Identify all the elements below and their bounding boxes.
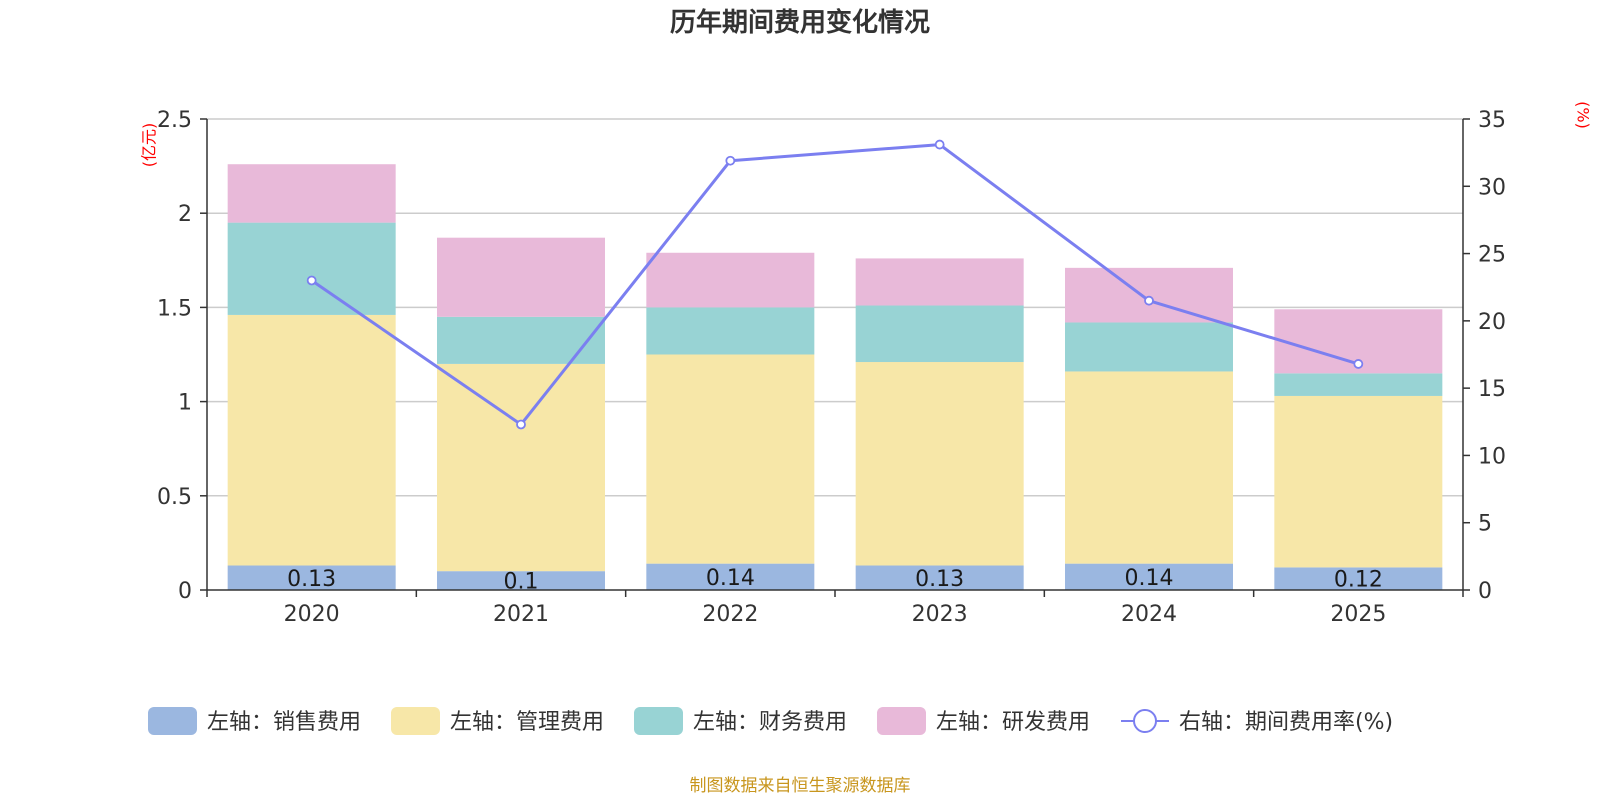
bar-2022-series-0[interactable] [646, 563, 815, 590]
legend-swatch [391, 707, 440, 735]
legend-item-3[interactable]: 左轴：研发费用 [877, 707, 1090, 735]
bar-2020-series-2[interactable] [227, 222, 396, 315]
left-tick-label: 1 [178, 391, 192, 416]
bar-2024-series-2[interactable] [1065, 322, 1233, 372]
right-tick-label: 10 [1478, 444, 1506, 469]
legend-label: 左轴：研发费用 [936, 710, 1090, 735]
right-tick-label: 20 [1478, 310, 1506, 335]
legend-marker-icon [1133, 709, 1157, 733]
data-source-note: 制图数据来自恒生聚源数据库 [690, 776, 911, 796]
left-tick-label: 0 [178, 579, 192, 604]
expense-rate-line [310, 143, 1359, 426]
right-tick-label: 0 [1478, 579, 1492, 604]
bar-2024-series-0[interactable] [1065, 563, 1233, 590]
x-tick-label-2020: 2020 [284, 602, 340, 627]
bar-2022-series-3[interactable] [646, 252, 815, 308]
x-tick-label-2024: 2024 [1121, 602, 1177, 627]
bar-2022-series-1[interactable] [646, 354, 815, 564]
bar-2021-series-2[interactable] [437, 316, 605, 364]
bar-2021-series-1[interactable] [437, 363, 605, 572]
bar-2025-series-0[interactable] [1274, 567, 1443, 590]
bar-2021-series-3[interactable] [437, 237, 605, 317]
bar-2023-series-1[interactable] [855, 362, 1024, 566]
right-tick-label: 5 [1478, 512, 1492, 537]
x-tick-label-2022: 2022 [702, 602, 758, 627]
bar-2025-series-1[interactable] [1274, 395, 1443, 568]
bar-series: 0.13 0.1 0.14 0.13 0.14 0.12 [227, 164, 1443, 595]
data-label-2020: 0.13 [287, 567, 336, 592]
bar-2025-series-2[interactable] [1274, 373, 1443, 396]
legend-item-4[interactable]: 右轴：期间费用率(%) [1121, 709, 1393, 735]
left-tick-label: 0.5 [157, 485, 192, 510]
expense-rate-point-2021[interactable] [516, 419, 526, 430]
bar-2020-series-3[interactable] [227, 164, 396, 223]
x-tick-label-2023: 2023 [912, 602, 968, 627]
data-label-2021: 0.1 [504, 570, 539, 595]
expense-rate-point-2022[interactable] [725, 155, 736, 166]
bar-2021-series-0[interactable] [437, 571, 605, 590]
expense-rate-point-2023[interactable] [934, 139, 945, 150]
data-label-2023: 0.13 [915, 567, 964, 592]
data-label-2022: 0.14 [706, 566, 755, 591]
expense-rate-point-2025[interactable] [1353, 359, 1364, 369]
legend-item-0[interactable]: 左轴：销售费用 [148, 707, 361, 735]
expense-rate-point-2020[interactable] [306, 275, 317, 286]
bar-2023-series-3[interactable] [855, 258, 1024, 306]
right-axis-unit: (%) [1574, 101, 1593, 129]
right-tick-label: 25 [1478, 243, 1506, 268]
right-tick-label: 35 [1478, 108, 1506, 133]
legend-swatch [148, 707, 197, 735]
bar-2020-series-0[interactable] [227, 565, 396, 590]
legend-item-2[interactable]: 左轴：财务费用 [634, 707, 847, 735]
x-tick-label-2021: 2021 [493, 602, 549, 627]
legend-label: 左轴：管理费用 [450, 710, 604, 735]
legend-label: 左轴：财务费用 [693, 710, 847, 735]
data-label-2024: 0.14 [1125, 566, 1174, 591]
right-tick-label: 15 [1478, 377, 1506, 402]
bar-2020-series-1[interactable] [227, 314, 396, 566]
left-tick-label: 1.5 [157, 296, 192, 321]
legend-item-1[interactable]: 左轴：管理费用 [391, 707, 604, 735]
legend-swatch [634, 707, 683, 735]
left-tick-label: 2.5 [157, 108, 192, 133]
right-tick-label: 30 [1478, 175, 1506, 200]
legend-swatch [877, 707, 926, 735]
legend-label: 右轴：期间费用率(%) [1179, 710, 1393, 735]
bar-2022-series-2[interactable] [646, 307, 815, 355]
expense-rate-point-2024[interactable] [1144, 295, 1154, 306]
left-tick-label: 2 [178, 202, 192, 227]
chart-title: 历年期间费用变化情况 [670, 7, 930, 38]
data-label-2025: 0.12 [1334, 568, 1383, 593]
line-series [306, 139, 1364, 430]
gridlines [207, 118, 1463, 497]
x-tick-label-2025: 2025 [1330, 602, 1386, 627]
legend-label: 左轴：销售费用 [207, 710, 361, 735]
legend[interactable]: 左轴：销售费用 左轴：管理费用 左轴：财务费用 左轴：研发费用 右轴：期间费用率(%) [148, 707, 1393, 735]
bar-2024-series-1[interactable] [1065, 371, 1233, 564]
bar-2023-series-2[interactable] [855, 305, 1024, 363]
bar-2023-series-0[interactable] [855, 565, 1024, 590]
bar-2024-series-3[interactable] [1065, 267, 1233, 323]
left-axis-unit: (亿元) [140, 123, 159, 168]
